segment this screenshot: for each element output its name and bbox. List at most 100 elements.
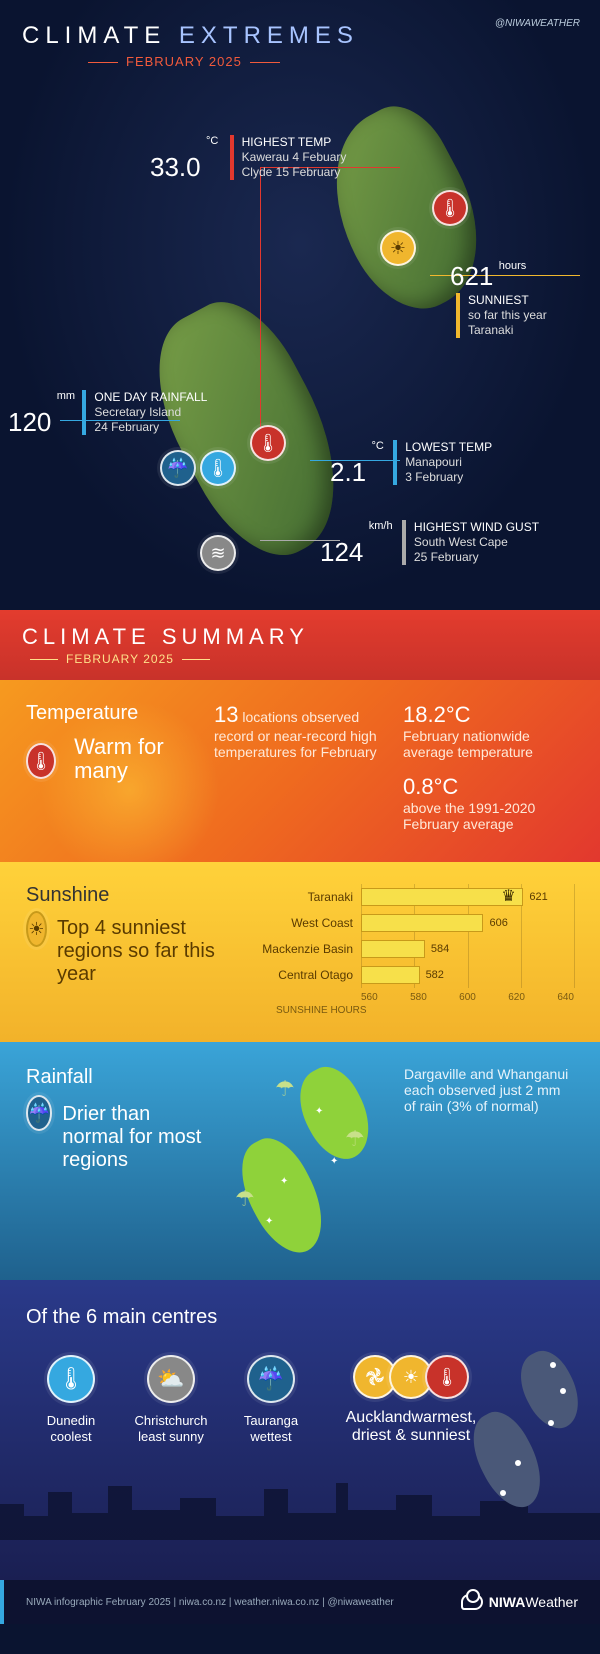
temperature-heading: Temperature — [26, 702, 196, 725]
sparkle-icon: ✦ — [315, 1106, 323, 1117]
lowest-temp-callout: 2.1 °C LOWEST TEMP Manapouri 3 February — [330, 440, 492, 489]
bar-label: Mackenzie Basin — [256, 942, 361, 956]
crown-icon: ♛ — [501, 886, 515, 906]
connector-line — [260, 167, 261, 427]
sun-icon: ☀ — [26, 911, 47, 947]
text: locations observed record or near-record… — [214, 709, 377, 760]
detail: Secretary Island — [94, 405, 181, 419]
cloud-icon — [461, 1594, 483, 1610]
centres-row: 🌡Dunedincoolest⛅Christchurchleast sunny☔… — [26, 1355, 574, 1445]
axis-tick: 640 — [557, 992, 574, 1003]
sun-icon: ☀ — [380, 230, 416, 266]
rainfall-heading: Rainfall — [26, 1066, 206, 1089]
rainfall-mini-map: ☂ ☂ ☂ ✦ ✦ ✦ ✦ — [224, 1066, 386, 1246]
sunshine-tagline: Top 4 sunniest regions so far this year — [57, 917, 236, 986]
rain-icon: ☔ — [26, 1095, 52, 1131]
footer-text: NIWA infographic February 2025 | niwa.co… — [26, 1597, 394, 1608]
therm-minus-icon: 🌡 — [47, 1355, 95, 1403]
detail: so far this year — [468, 308, 547, 322]
value: 33.0 — [150, 151, 201, 184]
page-subtitle: FEBRUARY 2025 — [80, 54, 288, 69]
label: HIGHEST TEMP — [242, 135, 332, 149]
sparkle-icon: ✦ — [265, 1216, 273, 1227]
brand-b: Weather — [525, 1594, 578, 1610]
detail: 25 February — [414, 550, 479, 564]
detail: Kawerau 4 Febuary — [242, 150, 347, 164]
unit: °C — [206, 135, 218, 147]
centre-desc: least sunny — [138, 1429, 204, 1444]
thermometer-plus-icon: 🌡 — [26, 743, 56, 779]
value: 120 — [8, 406, 51, 439]
centre-place: Auckland — [346, 1409, 412, 1426]
centres-heading: Of the 6 main centres — [26, 1306, 574, 1329]
axis-tick: 560 — [361, 992, 378, 1003]
bar-label: West Coast — [256, 916, 361, 930]
detail: Taranaki — [468, 323, 513, 337]
text: above the 1991-2020 February average — [403, 800, 535, 832]
detail: 24 February — [94, 420, 159, 434]
sparkle-icon: ✦ — [280, 1176, 288, 1187]
value: 18.2°C — [403, 702, 471, 727]
sunshine-panel: Sunshine ☀ Top 4 sunniest regions so far… — [0, 862, 600, 1042]
north-island — [286, 1057, 384, 1169]
bar-fill — [361, 888, 523, 906]
bar-track: 582 — [361, 966, 574, 984]
rain-icon: ☔ — [247, 1355, 295, 1403]
centre-desc: coolest — [50, 1429, 91, 1444]
centre-place: Tauranga — [226, 1413, 316, 1429]
rainfall-tagline: Drier than normal for most regions — [62, 1103, 206, 1172]
bar-track: 584 — [361, 940, 574, 958]
main-centres-panel: Of the 6 main centres 🌡Dunedincoolest⛅Ch… — [0, 1280, 600, 1580]
centre-item-auckland: 𖣘☀🌡Aucklandwarmest, driest & sunniest — [326, 1355, 496, 1445]
detail: South West Cape — [414, 535, 508, 549]
wind-icon: ≋ — [200, 535, 236, 571]
thermometer-plus-icon: 🌡 — [432, 190, 468, 226]
temperature-tagline: Warm for many — [74, 735, 196, 783]
summary-subtitle: FEBRUARY 2025 — [22, 652, 578, 666]
bar-value: 621 — [529, 888, 547, 906]
footer: NIWA infographic February 2025 | niwa.co… — [0, 1580, 600, 1624]
detail: Clyde 15 February — [242, 165, 341, 179]
city-dot — [500, 1490, 506, 1496]
bar-fill — [361, 966, 420, 984]
temperature-panel: Temperature 🌡 Warm for many 13 locations… — [0, 680, 600, 862]
brand: NIWAWeather — [461, 1594, 578, 1610]
value: 2.1 — [330, 456, 366, 489]
sunshine-bar-chart: Taranaki♛621West Coast606Mackenzie Basin… — [256, 884, 574, 1016]
highest-temp-callout: 33.0 °C HIGHEST TEMP Kawerau 4 Febuary C… — [150, 135, 346, 184]
city-dot — [515, 1460, 521, 1466]
bar-fill — [361, 914, 483, 932]
umbrella-icon: ☂ — [345, 1126, 365, 1152]
unit: °C — [372, 440, 384, 452]
label: SUNNIEST — [468, 293, 529, 307]
unit: mm — [57, 390, 75, 402]
centre-item: ⛅Christchurchleast sunny — [126, 1355, 216, 1444]
unit: km/h — [369, 520, 393, 532]
sunniest-callout: 621 hours SUNNIEST so far this year Tara… — [450, 260, 600, 338]
cloud-sun-icon: ⛅ — [147, 1355, 195, 1403]
title-part-b: EXTREMES — [179, 22, 359, 49]
label: LOWEST TEMP — [405, 440, 492, 454]
detail: 3 February — [405, 470, 463, 484]
value: 621 — [450, 260, 493, 293]
chart-bar-row: Central Otago582 — [256, 962, 574, 988]
axis-tick: 600 — [459, 992, 476, 1003]
bar-track: ♛ 621 — [361, 888, 574, 906]
bar-value: 582 — [426, 966, 444, 984]
thermometer-plus-icon: 🌡 — [250, 425, 286, 461]
social-handle: @NIWAWEATHER — [495, 18, 580, 29]
thermometer-minus-icon: 🌡 — [200, 450, 236, 486]
bar-value: 606 — [489, 914, 507, 932]
value: 0.8°C — [403, 774, 458, 799]
chart-axis: 560580600620640 — [361, 988, 574, 1003]
unit: hours — [499, 260, 527, 272]
summary-header: CLIMATE SUMMARY FEBRUARY 2025 — [0, 610, 600, 680]
detail: Manapouri — [405, 455, 462, 469]
bar-fill — [361, 940, 425, 958]
rain-icon: ☔ — [160, 450, 196, 486]
label: HIGHEST WIND GUST — [414, 520, 539, 534]
axis-tick: 580 — [410, 992, 427, 1003]
temperature-fact-1: 13 locations observed record or near-rec… — [214, 702, 385, 832]
chart-bar-row: Mackenzie Basin584 — [256, 936, 574, 962]
page-title: CLIMATE EXTREMES — [22, 22, 359, 50]
